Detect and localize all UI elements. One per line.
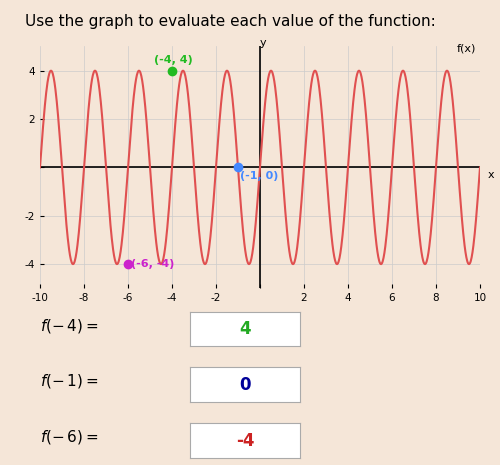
- Text: x: x: [488, 170, 494, 179]
- Text: $f(-\,4) =$: $f(-\,4) =$: [40, 317, 98, 334]
- Text: (-6, -4): (-6, -4): [132, 259, 174, 269]
- Text: -4: -4: [236, 432, 255, 450]
- Text: f(x): f(x): [456, 44, 475, 54]
- Text: 0: 0: [240, 376, 251, 394]
- Text: $f(-\,1) =$: $f(-\,1) =$: [40, 372, 98, 390]
- Text: $f(-\,6) =$: $f(-\,6) =$: [40, 428, 98, 446]
- Text: (-1, 0): (-1, 0): [240, 172, 279, 181]
- Text: Use the graph to evaluate each value of the function:: Use the graph to evaluate each value of …: [25, 14, 436, 29]
- Text: (-4, 4): (-4, 4): [154, 55, 193, 66]
- Text: 4: 4: [239, 320, 251, 338]
- Text: y: y: [260, 38, 266, 48]
